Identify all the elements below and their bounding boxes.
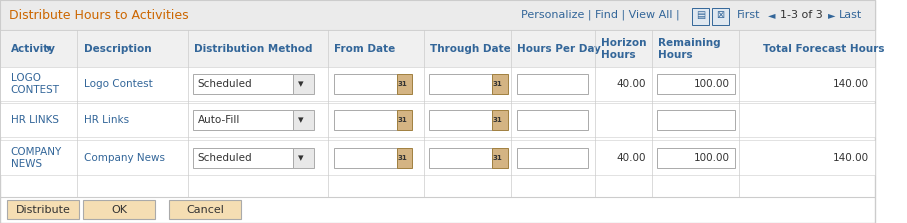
- Bar: [7, 200, 79, 219]
- Bar: [83, 200, 155, 219]
- Text: 1-3 of 3: 1-3 of 3: [780, 10, 823, 20]
- Text: COMPANY
NEWS: COMPANY NEWS: [11, 147, 62, 169]
- Text: 100.00: 100.00: [694, 153, 730, 163]
- Text: Total Forecast Hours: Total Forecast Hours: [764, 44, 885, 54]
- Text: Scheduled: Scheduled: [198, 153, 252, 163]
- Text: 40.00: 40.00: [617, 153, 646, 163]
- Text: ⊠: ⊠: [717, 10, 725, 20]
- Bar: [396, 110, 413, 130]
- Text: Activity: Activity: [11, 44, 55, 54]
- Text: Logo Contest: Logo Contest: [84, 79, 152, 89]
- Text: Description: Description: [84, 44, 151, 54]
- Bar: [492, 148, 508, 168]
- Text: Auto-Fill: Auto-Fill: [198, 115, 240, 125]
- Bar: [658, 148, 735, 168]
- Text: 40.00: 40.00: [617, 79, 646, 89]
- Bar: [492, 74, 508, 94]
- Text: Horizon
Hours: Horizon Hours: [600, 38, 646, 60]
- Text: ▾: ▾: [297, 79, 303, 89]
- Text: 140.00: 140.00: [834, 79, 869, 89]
- Bar: [516, 110, 589, 130]
- Bar: [193, 74, 293, 94]
- Bar: [692, 8, 709, 25]
- Text: OK: OK: [111, 205, 127, 215]
- Bar: [0, 67, 875, 101]
- Text: ▾: ▾: [297, 115, 303, 125]
- Text: 31: 31: [493, 117, 502, 123]
- Bar: [658, 110, 735, 130]
- Text: 140.00: 140.00: [834, 153, 869, 163]
- Text: Distribution Method: Distribution Method: [194, 44, 313, 54]
- Bar: [492, 110, 508, 130]
- Bar: [516, 148, 589, 168]
- Bar: [429, 110, 492, 130]
- Text: ◄: ◄: [768, 10, 775, 20]
- Text: ►: ►: [828, 10, 835, 20]
- Bar: [193, 148, 293, 168]
- Bar: [334, 110, 396, 130]
- Text: Hours Per Day: Hours Per Day: [517, 44, 601, 54]
- Bar: [334, 148, 396, 168]
- Text: 31: 31: [397, 81, 407, 87]
- Text: Distribute: Distribute: [15, 205, 71, 215]
- Text: 31: 31: [397, 155, 407, 161]
- Text: 31: 31: [493, 81, 502, 87]
- Text: 100.00: 100.00: [694, 79, 730, 89]
- Text: Scheduled: Scheduled: [198, 79, 252, 89]
- Text: 31: 31: [493, 155, 502, 161]
- Bar: [334, 74, 396, 94]
- Text: HR LINKS: HR LINKS: [11, 115, 59, 125]
- Text: Company News: Company News: [84, 153, 165, 163]
- Bar: [429, 74, 492, 94]
- Bar: [658, 74, 735, 94]
- Text: Cancel: Cancel: [186, 205, 224, 215]
- Text: Personalize | Find | View All |: Personalize | Find | View All |: [521, 10, 679, 20]
- Bar: [0, 140, 875, 175]
- Bar: [169, 200, 240, 219]
- Bar: [193, 110, 293, 130]
- Bar: [712, 8, 729, 25]
- Bar: [293, 110, 315, 130]
- Bar: [396, 74, 413, 94]
- Bar: [0, 30, 875, 68]
- Text: From Date: From Date: [335, 44, 395, 54]
- Text: ▾: ▾: [297, 153, 303, 163]
- Text: LOGO
CONTEST: LOGO CONTEST: [11, 73, 60, 95]
- Bar: [0, 0, 875, 30]
- Text: Through Date: Through Date: [430, 44, 511, 54]
- Text: Remaining
Hours: Remaining Hours: [658, 38, 721, 60]
- Text: ▤: ▤: [696, 10, 705, 20]
- Bar: [0, 103, 875, 137]
- Bar: [293, 74, 315, 94]
- Text: ▾: ▾: [45, 44, 51, 54]
- Bar: [429, 148, 492, 168]
- Text: Distribute Hours to Activities: Distribute Hours to Activities: [9, 8, 189, 22]
- Text: Last: Last: [839, 10, 862, 20]
- Bar: [396, 148, 413, 168]
- Text: First: First: [737, 10, 761, 20]
- Bar: [293, 148, 315, 168]
- Bar: [516, 74, 589, 94]
- Text: 31: 31: [397, 117, 407, 123]
- Text: HR Links: HR Links: [84, 115, 129, 125]
